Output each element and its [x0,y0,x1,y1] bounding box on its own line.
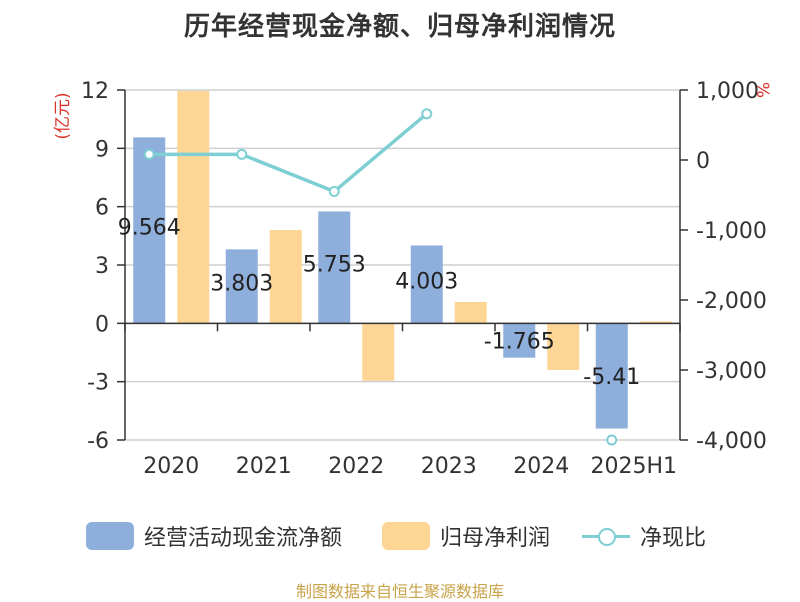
left-tick-label: 6 [95,196,109,221]
legend: 经营活动现金流净额 归母净利润 净现比 [0,516,800,556]
data-label-cash: 5.753 [303,252,366,277]
bar-cash [318,211,351,324]
right-tick-label: 0 [696,149,710,174]
left-axis-unit: (亿元) [53,92,73,139]
legend-item-cash[interactable]: 经营活动现金流净额 [86,516,342,556]
bar-profit [639,321,672,324]
category-label: 2020 [143,454,199,479]
category-label: 2025H1 [590,454,677,479]
legend-swatch-profit [382,522,430,550]
bar-profit [269,230,302,324]
ratio-point [143,148,155,160]
data-label-cash: 3.803 [210,271,273,296]
data-label-cash: 4.003 [395,269,458,294]
data-label-cash: 9.564 [118,215,181,240]
chart-title: 历年经营现金净额、归母净利润情况 [183,12,616,42]
right-tick-label: -4,000 [696,429,767,454]
data-label-cash: -1.765 [484,329,555,354]
bar-cash [410,245,443,324]
legend-swatch-cash [86,522,134,550]
ratio-point [328,186,340,197]
right-axis-unit: % [752,82,772,98]
ratio-point [236,148,248,160]
left-tick-label: 0 [95,312,109,337]
legend-item-ratio[interactable]: 净现比 [582,516,706,556]
source-note: 制图数据来自恒生聚源数据库 [295,582,504,601]
left-tick-label: -6 [87,429,109,454]
ratio-point [606,434,618,446]
bar-profit [547,323,580,370]
category-label: 2021 [236,454,292,479]
legend-item-profit[interactable]: 归母净利润 [382,516,550,556]
left-tick-label: -3 [87,371,109,396]
right-tick-label: -3,000 [696,359,767,384]
left-tick-label: 9 [95,137,109,162]
bar-cash [503,323,536,358]
ratio-point [421,108,433,120]
bar-profit [362,323,395,381]
data-label-cash: -5.41 [583,365,640,390]
category-label: 2022 [328,454,384,479]
bar-cash [595,323,628,429]
bar-profit [454,301,487,324]
bar-cash [225,249,258,324]
left-tick-label: 3 [95,254,109,279]
chart-area: 12 9 6 3 0 -3 -6 1,000 0 -1,000 -2,000 -3,000 -4,000… [53,79,772,479]
right-tick-label: 1,000 [696,79,759,104]
category-label: 2024 [513,454,569,479]
legend-swatch-ratio [582,522,630,550]
legend-label-cash: 经营活动现金流净额 [144,526,343,551]
legend-label-ratio: 净现比 [640,526,707,551]
category-label: 2023 [421,454,477,479]
bar-profit [177,90,210,324]
bar-cash [133,137,166,324]
ratio-line [149,112,428,194]
right-tick-label: -2,000 [696,289,767,314]
legend-label-profit: 归母净利润 [440,526,551,551]
right-tick-label: -1,000 [696,219,767,244]
left-tick-label: 12 [81,79,109,104]
